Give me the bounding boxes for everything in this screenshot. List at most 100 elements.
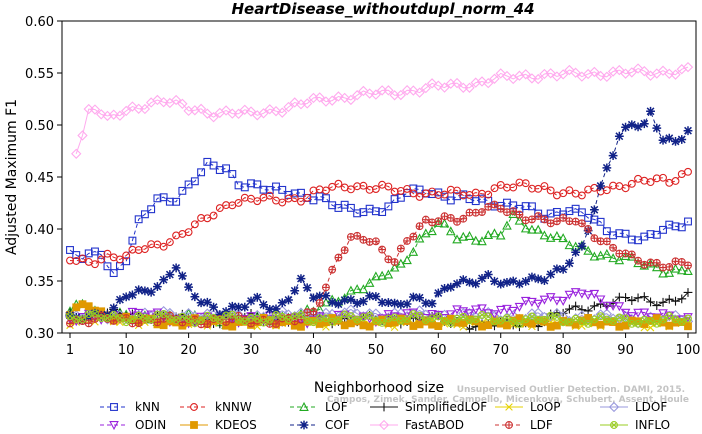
data-point-inflo: [677, 317, 686, 326]
data-point-ldf: [515, 210, 524, 219]
data-point-inflo: [665, 312, 674, 320]
data-point-fastabod: [270, 105, 282, 117]
data-point-fastabod: [245, 106, 257, 117]
data-point-fastabod: [395, 89, 407, 101]
svg-text:Unsupervised Outlier Detection: Unsupervised Outlier Detection. DAMI, 20…: [457, 385, 685, 395]
data-point-knn: [584, 213, 593, 222]
data-point-fastabod: [277, 107, 288, 118]
data-point-knnw: [159, 242, 168, 251]
data-point-inflo: [459, 312, 468, 321]
data-point-fastabod: [451, 77, 463, 89]
data-point-lof: [464, 230, 475, 240]
data-point-odin: [146, 310, 156, 320]
data-point-inflo: [471, 315, 480, 324]
data-point-cof: [483, 270, 493, 279]
x-axis-label: Neighborhood size: [314, 380, 444, 396]
data-point-knnw: [184, 228, 193, 237]
data-point-lof: [377, 270, 387, 280]
data-point-cof: [664, 133, 674, 143]
data-point-fastabod: [489, 73, 500, 84]
data-point-fastabod: [426, 78, 438, 89]
data-point-inflo: [66, 312, 74, 321]
data-point-cof: [377, 298, 387, 307]
data-point-knn: [615, 229, 624, 238]
data-point-cof: [502, 277, 512, 287]
data-point-ldf: [328, 265, 337, 274]
data-point-cof: [602, 163, 612, 173]
series-line-fastabod: [75, 66, 689, 154]
data-point-cof: [658, 135, 668, 145]
series-knnw: [66, 167, 692, 269]
data-point-cof: [540, 276, 549, 285]
data-point-knn: [290, 189, 299, 198]
data-point-knn: [346, 203, 355, 212]
data-point-ldf: [652, 258, 661, 267]
data-point-inflo: [627, 319, 636, 328]
data-point-lof: [639, 260, 650, 270]
data-point-lof: [477, 236, 487, 246]
data-point-fastabod: [483, 77, 494, 89]
data-point-cof: [296, 274, 306, 284]
data-point-odin: [514, 302, 525, 312]
legend-item-lof: LOF: [290, 400, 348, 414]
data-point-ldf: [415, 222, 424, 231]
data-point-fastabod: [358, 85, 369, 97]
data-point-fastabod: [264, 104, 275, 115]
x-tick-label: 40: [305, 343, 322, 358]
data-point-cof: [234, 302, 243, 312]
data-point-lof: [439, 218, 450, 228]
data-point-cof: [452, 279, 462, 289]
data-point-fastabod: [333, 91, 344, 102]
data-point-knnw: [684, 167, 692, 176]
data-point-odin: [658, 309, 668, 319]
data-point-knnw: [97, 255, 106, 264]
data-point-cof: [171, 263, 181, 273]
data-point-fastabod: [595, 70, 606, 82]
data-point-inflo: [215, 315, 224, 324]
data-point-knn: [471, 197, 480, 206]
data-point-fastabod: [439, 82, 450, 93]
data-point-knnw: [321, 186, 330, 195]
legend-item-ldof: LDOF: [600, 400, 667, 414]
data-point-simplifiedlof: [621, 293, 630, 302]
data-point-knn: [222, 164, 231, 173]
data-point-inflo: [334, 315, 343, 324]
data-point-ldf: [577, 219, 586, 228]
data-point-lof: [402, 255, 412, 265]
data-point-lof: [664, 267, 675, 277]
data-point-cof: [65, 310, 75, 320]
data-point-cof: [515, 279, 524, 289]
data-point-inflo: [259, 318, 268, 327]
data-point-simplifiedlof: [683, 288, 693, 297]
data-point-lof: [421, 228, 431, 238]
data-point-odin: [508, 306, 519, 316]
data-point-fastabod: [682, 61, 694, 73]
data-point-knn: [328, 201, 337, 210]
data-point-knn: [503, 198, 511, 207]
data-point-inflo: [521, 315, 530, 324]
data-point-fastabod: [607, 66, 619, 77]
data-point-ldf: [459, 214, 468, 223]
legend-item-inflo: INFLO: [600, 418, 670, 432]
data-point-fastabod: [339, 92, 350, 104]
data-point-knnw: [415, 192, 424, 201]
data-point-ldf: [534, 212, 543, 221]
data-point-knn: [378, 208, 387, 217]
data-point-cof: [440, 284, 449, 293]
data-point-knn: [621, 229, 630, 238]
data-point-fastabod: [170, 94, 182, 106]
data-point-cof: [221, 307, 231, 316]
data-point-ldf: [453, 217, 461, 226]
data-point-odin: [383, 310, 394, 320]
data-point-knnw: [521, 179, 530, 188]
data-point-odin: [489, 310, 500, 320]
data-point-cof: [290, 286, 300, 296]
data-point-ldf: [403, 236, 412, 245]
data-point-inflo: [346, 312, 355, 321]
data-point-lof: [470, 235, 481, 245]
data-point-inflo: [534, 315, 543, 324]
legend-item-loop: LoOP: [495, 400, 561, 414]
data-point-fastabod: [564, 64, 575, 76]
data-point-inflo: [365, 311, 374, 320]
data-point-lof: [502, 220, 512, 230]
